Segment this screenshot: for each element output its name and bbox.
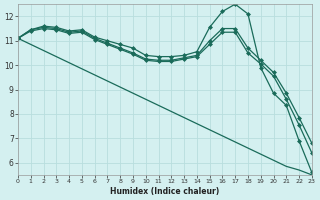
- X-axis label: Humidex (Indice chaleur): Humidex (Indice chaleur): [110, 187, 220, 196]
